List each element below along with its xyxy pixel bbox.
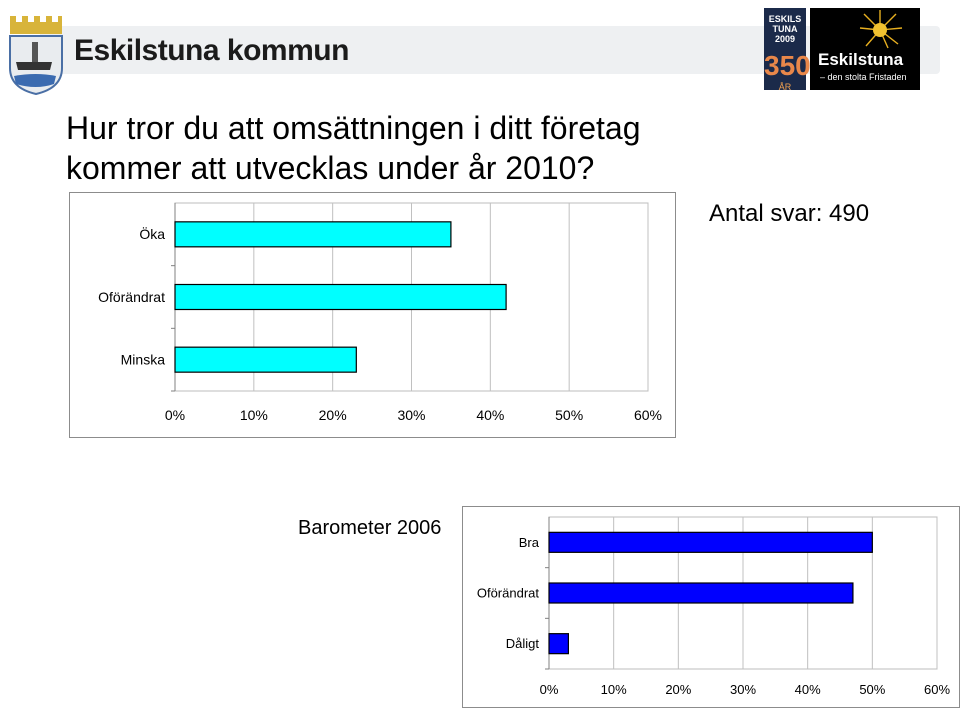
main-x-tick-label: 50% bbox=[555, 407, 583, 423]
city-logo: Eskilstuna – den stolta Fristaden bbox=[810, 8, 920, 90]
baro-x-tick-label: 20% bbox=[665, 682, 691, 697]
baro-bar-3 bbox=[548, 633, 569, 655]
baro-x-tick-label: 0% bbox=[540, 682, 559, 697]
barometer-bar-chart: Bra Oförändrat Dåligt 0% 10% 20% 30% 40% 50% 60% bbox=[477, 516, 950, 697]
anniversary-logo-number: 350 bbox=[764, 50, 811, 81]
slide-title-line1: Hur tror du att omsättningen i ditt före… bbox=[66, 110, 641, 146]
main-x-tick-label: 30% bbox=[397, 407, 425, 423]
sunburst-icon bbox=[859, 10, 903, 49]
baro-x-tick-label: 60% bbox=[924, 682, 950, 697]
main-bar-1 bbox=[174, 221, 452, 248]
slide-title: Hur tror du att omsättningen i ditt före… bbox=[66, 108, 766, 188]
main-bar-2 bbox=[174, 283, 507, 311]
main-chart-frame: Öka Oförändrat Minska 0% 10% 20% 30% 40% 50% 60% bbox=[69, 192, 676, 438]
slide-title-line2: kommer att utvecklas under år 2010? bbox=[66, 150, 595, 186]
baro-category-label-1: Bra bbox=[519, 535, 540, 550]
city-logo-tagline: – den stolta Fristaden bbox=[820, 72, 907, 82]
main-category-label-3: Minska bbox=[121, 352, 166, 368]
baro-x-tick-label: 30% bbox=[730, 682, 756, 697]
coat-of-arms-icon bbox=[6, 12, 64, 101]
organization-name: Eskilstuna kommun bbox=[74, 34, 349, 67]
main-x-tick-label: 10% bbox=[240, 407, 268, 423]
baro-bar-1 bbox=[548, 531, 873, 553]
baro-x-tick-label: 50% bbox=[859, 682, 885, 697]
main-x-tick-label: 20% bbox=[319, 407, 347, 423]
baro-category-label-2: Oförändrat bbox=[477, 586, 540, 601]
city-logo-name: Eskilstuna bbox=[818, 50, 904, 69]
main-x-tick-label: 40% bbox=[476, 407, 504, 423]
main-bar-chart: Öka Oförändrat Minska 0% 10% 20% 30% 40% 50% 60% bbox=[98, 202, 662, 423]
anniversary-logo: ESKILS TUNA 2009 350 ÅR bbox=[764, 8, 811, 92]
respondent-count: Antal svar: 490 bbox=[709, 200, 870, 227]
barometer-title: Barometer 2006 bbox=[298, 517, 442, 539]
main-category-label-2: Oförändrat bbox=[98, 289, 165, 305]
baro-category-label-3: Dåligt bbox=[506, 636, 540, 651]
baro-bar-2 bbox=[548, 582, 854, 604]
baro-x-tick-label: 40% bbox=[795, 682, 821, 697]
main-bar-3 bbox=[174, 346, 357, 373]
barometer-chart-frame: Bra Oförändrat Dåligt 0% 10% 20% 30% 40% 50% 60% bbox=[462, 506, 960, 708]
baro-x-tick-label: 10% bbox=[601, 682, 627, 697]
main-x-tick-label: 0% bbox=[165, 407, 185, 423]
main-category-label-1: Öka bbox=[139, 225, 165, 242]
anniversary-logo-suffix: ÅR bbox=[778, 82, 792, 92]
main-x-tick-label: 60% bbox=[634, 407, 662, 423]
anniversary-logo-line1: ESKILS TUNA 2009 bbox=[768, 14, 802, 44]
